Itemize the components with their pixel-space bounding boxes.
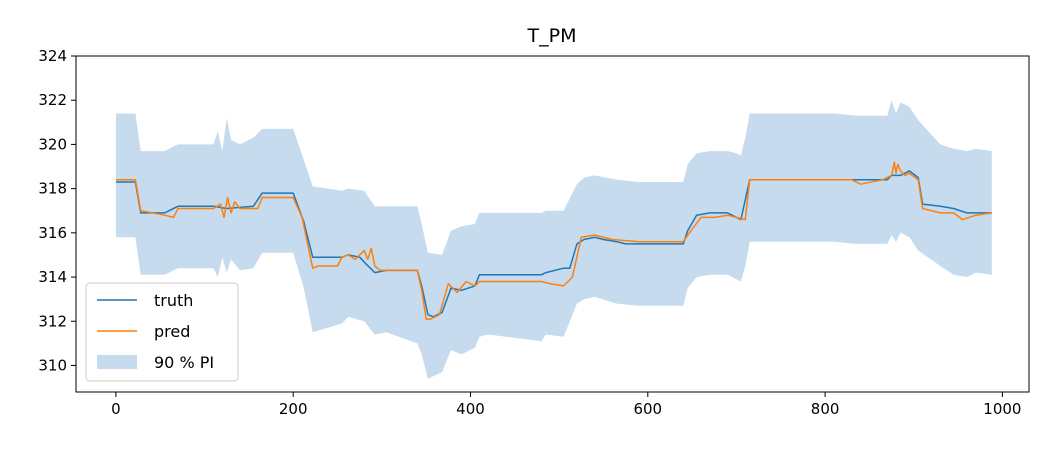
x-axis: 0 200 400 600 800 1000	[111, 392, 1021, 418]
line-layer	[115, 161, 992, 320]
y-tick-label: 324	[38, 47, 67, 65]
pred-line	[115, 161, 992, 320]
chart-title: T_PM	[527, 25, 577, 47]
y-tick-label: 312	[38, 312, 67, 330]
x-tick-label: 600	[633, 400, 662, 418]
x-tick-label: 1000	[983, 400, 1021, 418]
legend: truth pred 90 % PI	[85, 282, 239, 382]
y-tick-label: 316	[38, 224, 67, 242]
y-tick-label: 314	[38, 268, 67, 286]
x-tick-label: 800	[811, 400, 840, 418]
legend-pred-label: pred	[154, 322, 190, 341]
legend-band-swatch	[97, 355, 137, 369]
x-tick-label: 0	[111, 400, 121, 418]
band-area	[115, 100, 992, 379]
x-tick-label: 200	[279, 400, 308, 418]
y-tick-label: 322	[38, 91, 67, 109]
y-tick-label: 310	[38, 356, 67, 374]
plot-frame	[75, 55, 1030, 393]
legend-band-label: 90 % PI	[154, 353, 214, 372]
legend-truth-label: truth	[154, 291, 193, 310]
x-tick-label: 400	[456, 400, 485, 418]
y-tick-label: 320	[38, 135, 67, 153]
y-tick-label: 318	[38, 180, 67, 198]
y-axis: 310 312 314 316 318 320 322 324	[38, 47, 76, 374]
band-layer	[115, 100, 992, 379]
